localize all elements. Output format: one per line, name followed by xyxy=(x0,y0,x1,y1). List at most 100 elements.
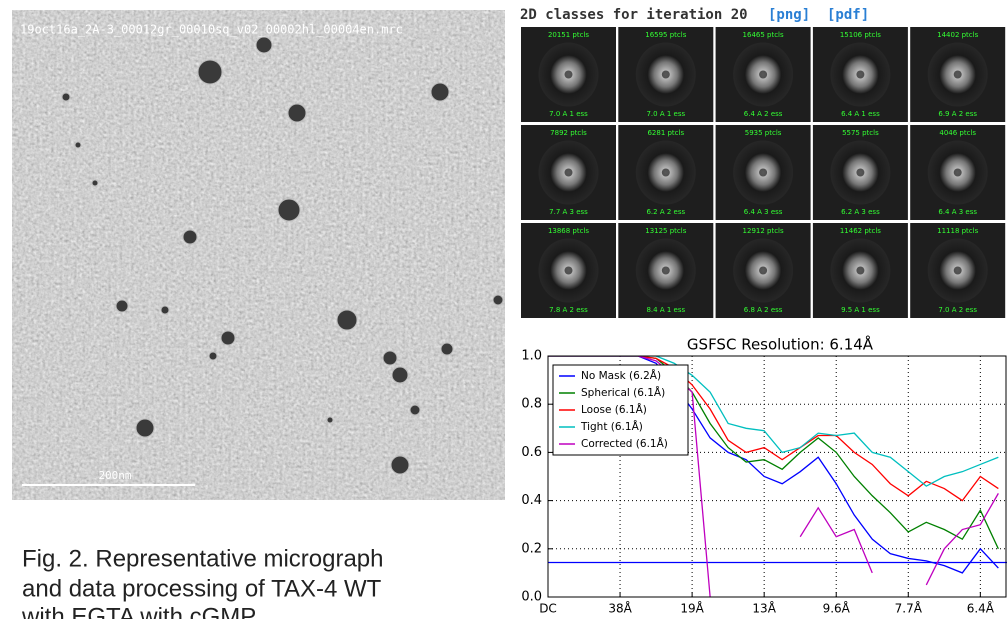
class-feature xyxy=(564,70,573,79)
class-feature xyxy=(564,168,573,177)
x-tick-label: 6.4Å xyxy=(967,601,995,616)
y-tick-label: 0.0 xyxy=(521,590,542,605)
particle xyxy=(208,351,218,361)
particle xyxy=(74,141,82,149)
particle-count: 16465 ptcls xyxy=(743,31,784,39)
fsc-chart: GSFSC Resolution: 6.14Å 0.0 0.2 0.4 0.6 0.8 1.… xyxy=(521,335,1007,616)
y-tick-label: 0.4 xyxy=(521,493,542,508)
particle-count: 14402 ptcls xyxy=(937,31,978,39)
class-feature xyxy=(856,70,865,79)
particle xyxy=(430,82,450,102)
class-resolution: 7.0 A 1 ess xyxy=(646,110,685,118)
y-tick-label: 1.0 xyxy=(521,349,542,364)
particle xyxy=(197,59,223,85)
particle xyxy=(182,229,198,245)
particle-count: 4046 ptcls xyxy=(939,129,976,137)
particle-count: 7892 ptcls xyxy=(550,129,587,137)
class-resolution: 6.2 A 3 ess xyxy=(841,208,880,216)
class-feature xyxy=(856,266,865,275)
particle xyxy=(277,198,301,222)
chart-title: GSFSC Resolution: 6.14Å xyxy=(687,335,874,354)
y-tick-label: 0.6 xyxy=(521,445,542,460)
class-feature xyxy=(759,266,768,275)
particle xyxy=(440,342,454,356)
x-tick-label: 13Å xyxy=(752,601,776,616)
particles xyxy=(61,36,504,475)
plot-lines xyxy=(548,356,1007,597)
particle-count: 13868 ptcls xyxy=(548,227,589,235)
particle-count: 15106 ptcls xyxy=(840,31,881,39)
class-resolution: 7.7 A 3 ess xyxy=(549,208,588,216)
legend-label: Spherical (6.1Å) xyxy=(581,386,665,399)
particle xyxy=(382,350,398,366)
particle xyxy=(115,299,129,313)
class-feature xyxy=(661,70,670,79)
particle xyxy=(61,92,71,102)
legend-box xyxy=(552,364,689,456)
class-resolution: 7.8 A 2 ess xyxy=(549,306,588,314)
class-resolution: 6.4 A 3 ess xyxy=(938,208,977,216)
legend-label: Corrected (6.1Å) xyxy=(581,437,668,450)
y-tick-label: 0.2 xyxy=(521,541,542,556)
class-feature xyxy=(661,168,670,177)
particle xyxy=(135,418,155,438)
x-tick-label: DC xyxy=(539,602,557,616)
particle-count: 13125 ptcls xyxy=(645,227,686,235)
particle xyxy=(220,330,236,346)
class-resolution: 6.4 A 3 ess xyxy=(744,208,783,216)
particle-count: 6281 ptcls xyxy=(647,129,684,137)
fsc-curve xyxy=(548,356,999,574)
particle-count: 5935 ptcls xyxy=(745,129,782,137)
class-resolution: 7.0 A 1 ess xyxy=(549,110,588,118)
micrograph-texture xyxy=(12,10,505,500)
class-feature xyxy=(953,168,962,177)
class-resolution: 8.4 A 1 ess xyxy=(646,306,685,314)
x-tick-label: 38Å xyxy=(608,601,632,616)
particle-count: 11118 ptcls xyxy=(937,227,978,235)
class-feature xyxy=(953,266,962,275)
x-tick-label: 9.6Å xyxy=(823,601,851,616)
x-tick-label: 7.7Å xyxy=(895,601,923,616)
particle xyxy=(391,366,409,384)
particle xyxy=(336,309,358,331)
class-feature xyxy=(759,70,768,79)
plot-frame xyxy=(547,355,1007,598)
particle-count: 11462 ptcls xyxy=(840,227,881,235)
x-tick-label: 19Å xyxy=(680,601,704,616)
particle xyxy=(326,416,334,424)
micrograph-filename: 19oct16a_2A-3_00012gr_00010sq_v02_00002h… xyxy=(20,23,403,37)
class-resolution: 6.9 A 2 ess xyxy=(938,110,977,118)
class-grid: 20151 ptcls 7.0 A 1 ess 16595 ptcls 7.0 A 1… xyxy=(521,27,1006,318)
fsc-curve xyxy=(548,356,999,487)
class-resolution: 6.2 A 2 ess xyxy=(646,208,685,216)
class-feature xyxy=(856,168,865,177)
class-resolution: 9.5 A 1 ess xyxy=(841,306,880,314)
fsc-curve xyxy=(548,356,999,550)
legend-label: Loose (6.1Å) xyxy=(581,403,647,416)
caption-line: Fig. 2. Representative micrograph xyxy=(22,545,384,572)
classes-heading: 2D classes for iteration 20 xyxy=(520,7,748,23)
legend-label: Tight (6.1Å) xyxy=(580,420,643,433)
y-tick-label: 0.8 xyxy=(521,397,542,412)
class-resolution: 6.4 A 1 ess xyxy=(841,110,880,118)
particle-count: 16595 ptcls xyxy=(645,31,686,39)
particle xyxy=(409,404,421,416)
class-resolution: 7.0 A 2 ess xyxy=(938,306,977,314)
particle xyxy=(287,103,307,123)
png-link[interactable]: [png] xyxy=(768,7,810,23)
particle xyxy=(390,455,410,475)
class-resolution: 6.8 A 2 ess xyxy=(744,306,783,314)
particle-count: 12912 ptcls xyxy=(743,227,784,235)
caption-line: with EGTA with cGMP xyxy=(21,603,256,619)
class-resolution: 6.4 A 2 ess xyxy=(744,110,783,118)
particle-count: 5575 ptcls xyxy=(842,129,879,137)
class-feature xyxy=(564,266,573,275)
particle xyxy=(160,305,170,315)
particle xyxy=(255,36,273,54)
caption-line: and data processing of TAX-4 WT xyxy=(22,575,382,602)
scale-bar-label: 200nm xyxy=(98,469,131,482)
class-feature xyxy=(759,168,768,177)
pdf-link[interactable]: [pdf] xyxy=(827,7,869,23)
